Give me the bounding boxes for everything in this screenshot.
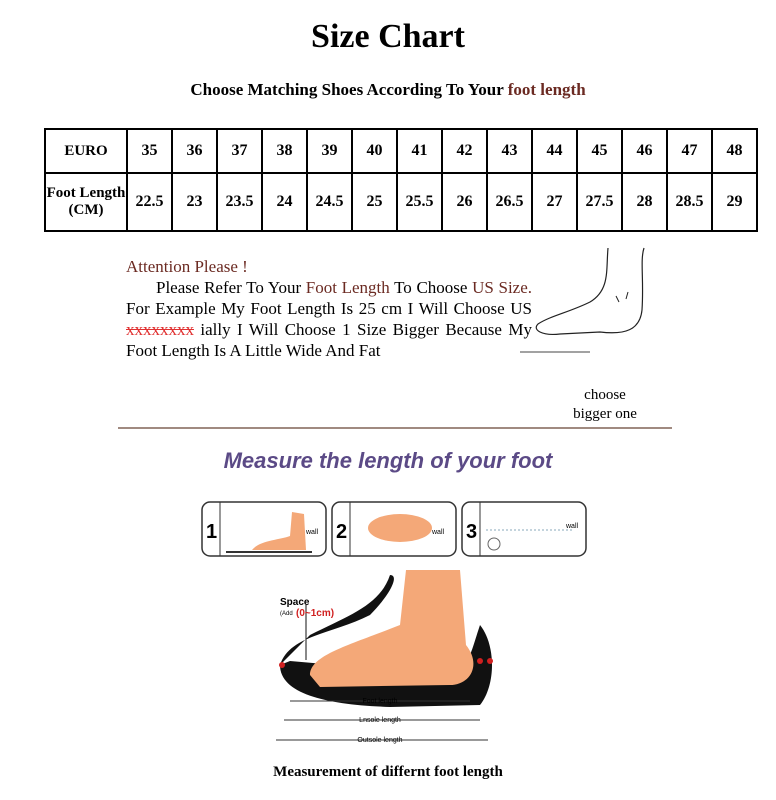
- foot-length-header: Foot Length (CM): [44, 172, 128, 232]
- size-table: EURO 35 36 37 38 39 40 41 42 43 44 45 46 47 48 Foot Le…: [44, 128, 758, 232]
- svg-text:wall: wall: [565, 523, 579, 530]
- page-title: Size Chart: [311, 18, 465, 55]
- euro-header: EURO: [44, 128, 128, 174]
- euro-size-cell: 44: [531, 128, 578, 174]
- note-highlight: US Size.: [472, 278, 533, 297]
- foot-length-row: Foot Length (CM) 22.5 23 23.5 24 24.5 25 25.5 26…: [44, 172, 758, 232]
- measure-heading: Measure the length of your foot: [223, 448, 553, 473]
- measurement-steps: 1 wall 2 wall 3 wall: [201, 501, 587, 557]
- euro-size-cell: 38: [261, 128, 308, 174]
- foot-length-cell: 25.5: [396, 172, 443, 232]
- foot-length-cell: 23: [171, 172, 218, 232]
- foot-length-cell: 22.5: [126, 172, 173, 232]
- euro-size-cell: 48: [711, 128, 758, 174]
- foot-length-cell: 25: [351, 172, 398, 232]
- note-text: For Example My Foot Length Is 25 cm I Wi…: [126, 299, 532, 318]
- note-text: To Choose: [389, 278, 473, 297]
- subtitle: Choose Matching Shoes According To Your …: [0, 80, 776, 100]
- euro-size-cell: 43: [486, 128, 533, 174]
- note-text: Please Refer To Your: [156, 278, 306, 297]
- step-1: 1 wall: [201, 501, 327, 557]
- svg-text:1: 1: [206, 521, 217, 543]
- choose-line2: bigger one: [573, 406, 637, 422]
- svg-text:Outsole length: Outsole length: [357, 737, 402, 744]
- foot-length-cell: 26: [441, 172, 488, 232]
- foot-length-cell: 28.5: [666, 172, 713, 232]
- svg-text:Space: Space: [280, 597, 310, 608]
- foot-length-cell: 24.5: [306, 172, 353, 232]
- step-3: 3 wall: [461, 501, 587, 557]
- note-text: ially I Will Choose 1 Size Bigger Becaus…: [126, 320, 532, 360]
- attention-note: Attention Please ! Please Refer To Your …: [126, 256, 532, 361]
- foot-length-cell: 29: [711, 172, 758, 232]
- subtitle-highlight: foot length: [507, 80, 586, 99]
- euro-size-cell: 42: [441, 128, 488, 174]
- svg-text:2: 2: [336, 521, 347, 543]
- caption: Measurement of differnt foot length: [273, 764, 503, 780]
- attention-heading: Attention Please !: [126, 257, 248, 276]
- shoe-measurement-diagram: Space (Add (0~1cm) Foot length Lnsole le…: [276, 570, 493, 744]
- euro-size-cell: 40: [351, 128, 398, 174]
- choose-bigger-note: choose bigger one: [560, 386, 650, 424]
- svg-text:(0~1cm): (0~1cm): [296, 608, 334, 619]
- foot-length-cell: 27: [531, 172, 578, 232]
- foot-length-cell: 23.5: [216, 172, 263, 232]
- svg-text:Lnsole length: Lnsole length: [359, 717, 401, 724]
- note-highlight: Foot Length: [305, 278, 390, 297]
- svg-text:3: 3: [466, 521, 477, 543]
- foot-length-cell: 28: [621, 172, 668, 232]
- svg-text:Foot length: Foot length: [362, 698, 397, 705]
- euro-size-cell: 41: [396, 128, 443, 174]
- note-strike: xxxxxxxx: [126, 320, 194, 339]
- svg-text:wall: wall: [431, 529, 445, 536]
- foot-sketch-icon: [520, 247, 645, 353]
- foot-length-cell: 24: [261, 172, 308, 232]
- choose-line1: choose: [584, 387, 626, 403]
- divider: [118, 427, 672, 429]
- euro-size-cell: 35: [126, 128, 173, 174]
- subtitle-text: Choose Matching Shoes According To Your: [190, 80, 508, 99]
- foot-length-cell: 27.5: [576, 172, 623, 232]
- step-2: 2 wall: [331, 501, 457, 557]
- euro-size-cell: 39: [306, 128, 353, 174]
- foot-length-cell: 26.5: [486, 172, 533, 232]
- euro-row: EURO 35 36 37 38 39 40 41 42 43 44 45 46 47 48: [44, 128, 758, 174]
- svg-text:wall: wall: [305, 529, 319, 536]
- svg-text:(Add: (Add: [280, 611, 293, 617]
- euro-size-cell: 45: [576, 128, 623, 174]
- euro-size-cell: 36: [171, 128, 218, 174]
- euro-size-cell: 46: [621, 128, 668, 174]
- euro-size-cell: 37: [216, 128, 263, 174]
- euro-size-cell: 47: [666, 128, 713, 174]
